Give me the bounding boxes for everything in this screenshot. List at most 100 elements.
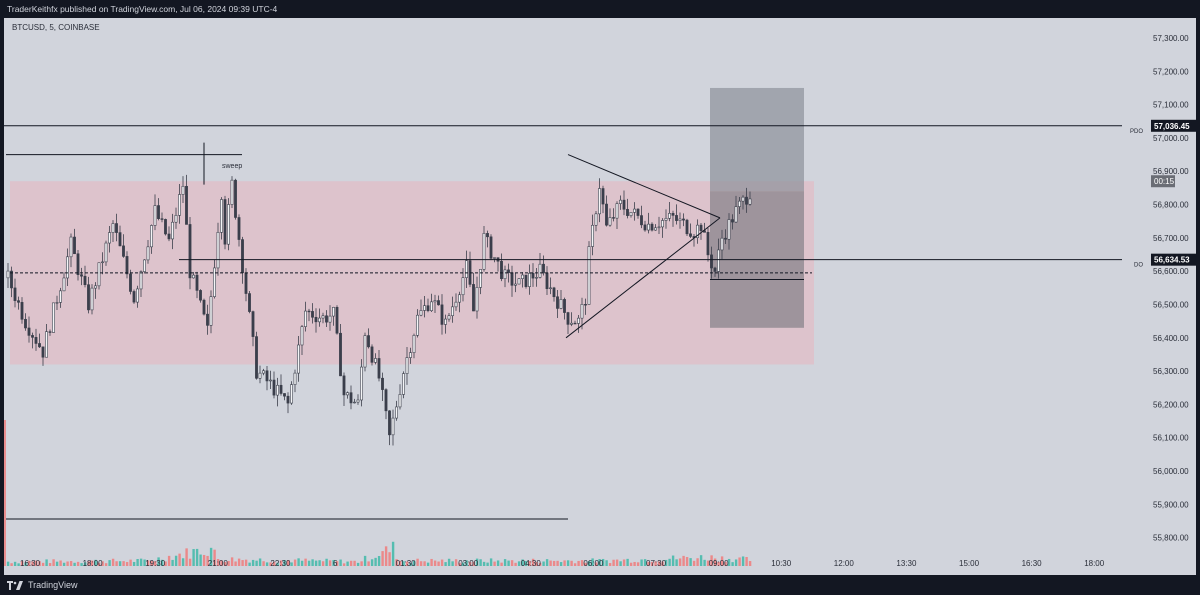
y-tick-label: 56,000.00 [1153,467,1189,476]
volume-bar [678,558,682,566]
candle-body [241,239,244,274]
volume-bar [122,561,125,566]
pdo-name-label: PDO [1130,129,1143,135]
y-tick-label: 55,800.00 [1153,534,1189,543]
candle-body [437,300,440,306]
volume-bar [734,559,738,566]
candle-body [556,296,559,309]
volume-bar [738,557,741,566]
volume-bar [27,560,31,566]
candle-body [80,274,83,277]
candle-body [514,283,517,286]
y-tick-label: 55,900.00 [1153,500,1189,509]
triangle-upper-line [567,154,721,219]
x-tick-label: 06:00 [583,559,604,568]
x-tick-label: 01:30 [396,559,417,568]
candle-body [657,226,661,229]
candle-body [447,315,451,320]
timeframe-tag [1151,175,1175,188]
candle-body [636,208,640,216]
candle-body [391,417,395,436]
candle-body [251,311,255,337]
volume-bar [363,555,367,566]
candle-body [734,206,738,223]
candle-body [160,218,164,220]
candle-body [139,271,143,290]
tradingview-logo[interactable]: TradingView [7,580,78,590]
candle-body [325,315,328,323]
volume-bar [318,560,321,566]
overlay-layer [4,125,1122,339]
candle-body [563,299,566,313]
candle-body [41,346,45,358]
candle-body [111,223,115,233]
candle-body [510,272,514,286]
volume-bar [139,558,143,566]
volume-bar [192,549,195,566]
candle-body [157,205,160,219]
candle-body [290,384,293,404]
candle-body [748,198,752,205]
candle-body [206,313,209,326]
volume-bar [209,547,213,566]
chart-area[interactable]: 57,300.00 57,200.00 57,100.00 57,000.00 56,9… [4,18,1196,575]
candle-body [423,305,426,311]
candle-body [45,331,48,358]
candle-body [703,230,706,233]
volume-bar [549,560,552,566]
volume-bar [146,560,150,566]
candle-body [265,370,269,382]
volume-bar [685,557,689,566]
volume-bar [507,560,510,566]
volume-bar [657,561,661,566]
candle-body [545,272,549,290]
candle-body [311,311,314,318]
volume-bar [262,561,265,566]
candle-body [682,218,685,221]
volume-bar [619,561,622,566]
candle-body [398,394,402,408]
volume-bar [472,561,475,566]
volume-bar [538,563,542,566]
volume-bar [682,555,685,566]
candle-body [720,237,724,251]
candle-body [297,344,300,374]
candle-body [255,336,258,379]
volume-bar [97,562,101,566]
volume-bar [314,560,318,566]
volume-bar [118,561,122,566]
y-tick-label: 56,600.00 [1153,267,1189,276]
volume-bar [584,562,587,566]
volume-bar [244,559,248,566]
footer: TradingView [0,575,1200,595]
volume-bar [66,561,69,566]
candle-body [419,310,423,316]
price-chart[interactable]: 57,300.00 57,200.00 57,100.00 57,000.00 56,9… [4,18,1196,575]
x-tick-label: 18:00 [83,559,104,568]
volume-bar [671,555,675,566]
volume-bar [500,562,503,566]
candle-body [31,335,34,338]
candle-body [643,224,647,231]
candle-body [171,221,174,240]
candle-body [612,217,615,219]
volume-bar [626,558,629,566]
candle-body [24,318,27,329]
candle-body [230,179,234,205]
x-tick-label: 03:00 [458,559,479,568]
x-tick-label: 12:00 [834,559,855,568]
volume-bar [622,559,626,566]
candle-body [598,188,601,215]
volume-bar [531,558,535,566]
candle-body [717,249,720,272]
candle-body [678,218,682,221]
volume-bar [304,558,307,566]
volume-bar [265,562,269,566]
y-tick-label: 56,900.00 [1153,167,1189,176]
candle-body [150,225,153,248]
y-tick-label: 57,200.00 [1153,67,1189,76]
volume-bar [720,556,724,566]
candle-body [87,284,90,311]
candle-body [710,254,713,269]
candle-body [199,290,202,301]
